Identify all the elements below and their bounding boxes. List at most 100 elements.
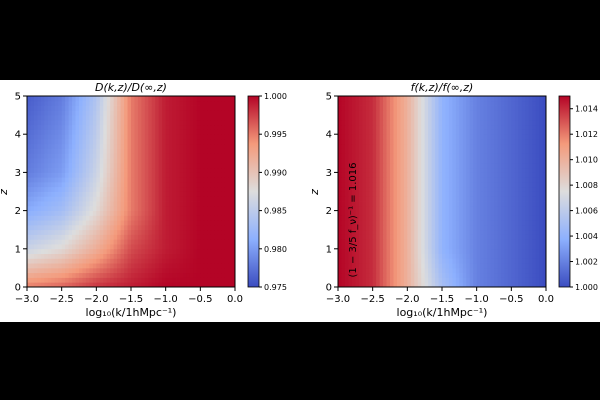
colorbar-tick-label: 1.004 bbox=[575, 232, 598, 241]
heatmap-cell bbox=[124, 129, 128, 135]
heatmap-cell bbox=[40, 153, 45, 159]
heatmap-cell bbox=[358, 148, 363, 154]
heatmap-cell bbox=[365, 191, 370, 197]
heatmap-cell bbox=[47, 134, 52, 140]
heatmap-cell bbox=[473, 282, 478, 288]
heatmap-cell bbox=[532, 134, 536, 140]
heatmap-cell bbox=[217, 96, 222, 102]
heatmap-cell bbox=[210, 248, 215, 254]
heatmap-cell bbox=[127, 153, 132, 159]
heatmap-cell bbox=[148, 177, 153, 183]
heatmap-cell bbox=[410, 138, 415, 145]
heatmap-cell bbox=[131, 220, 135, 226]
heatmap-cell bbox=[358, 186, 363, 192]
heatmap-cell bbox=[110, 234, 115, 240]
heatmap-cell bbox=[511, 267, 516, 274]
heatmap-cell bbox=[68, 138, 73, 145]
heatmap-cell bbox=[124, 119, 128, 126]
heatmap-cell bbox=[158, 282, 163, 288]
heatmap-cell bbox=[193, 100, 198, 106]
heatmap-cell bbox=[110, 115, 115, 121]
heatmap-cell bbox=[431, 263, 436, 269]
heatmap-cell bbox=[525, 210, 530, 216]
heatmap-cell bbox=[82, 167, 87, 173]
heatmap-cell bbox=[183, 143, 187, 149]
heatmap-cell bbox=[103, 282, 108, 288]
heatmap-cell bbox=[75, 115, 80, 121]
heatmap-cell bbox=[424, 129, 429, 135]
heatmap-cell bbox=[113, 248, 118, 254]
x-tick-label: −2.0 bbox=[84, 294, 108, 305]
heatmap-cell bbox=[99, 263, 104, 269]
heatmap-cell bbox=[390, 196, 394, 202]
heatmap-cell bbox=[435, 248, 439, 254]
heatmap-cell bbox=[144, 196, 149, 202]
heatmap-cell bbox=[89, 244, 94, 250]
heatmap-cell bbox=[396, 205, 401, 211]
heatmap-cell bbox=[44, 267, 49, 274]
heatmap-cell bbox=[473, 272, 478, 278]
heatmap-cell bbox=[448, 115, 453, 121]
heatmap-cell bbox=[504, 248, 509, 254]
heatmap-cell bbox=[106, 263, 111, 269]
heatmap-cell bbox=[483, 115, 488, 121]
heatmap-cell bbox=[390, 277, 394, 283]
heatmap-cell bbox=[490, 158, 495, 164]
heatmap-cell bbox=[442, 229, 446, 235]
heatmap-cell bbox=[528, 172, 533, 178]
heatmap-cell bbox=[455, 244, 460, 250]
heatmap-cell bbox=[106, 191, 111, 197]
heatmap-cell bbox=[51, 134, 56, 140]
heatmap-cell bbox=[528, 267, 533, 274]
heatmap-cell bbox=[200, 229, 205, 235]
heatmap-cell bbox=[217, 177, 222, 183]
heatmap-cell bbox=[424, 124, 429, 130]
heatmap-cell bbox=[110, 229, 115, 235]
heatmap-cell bbox=[151, 224, 156, 231]
heatmap-cell bbox=[528, 124, 533, 130]
heatmap-cell bbox=[131, 258, 135, 264]
heatmap-cell bbox=[165, 177, 170, 183]
heatmap-cell bbox=[127, 253, 132, 259]
heatmap-cell bbox=[183, 177, 187, 183]
heatmap-cell bbox=[33, 129, 38, 135]
heatmap-cell bbox=[442, 148, 446, 154]
heatmap-cell bbox=[124, 267, 128, 274]
heatmap-cell bbox=[75, 196, 80, 202]
heatmap-cell bbox=[96, 267, 101, 274]
heatmap-cell bbox=[151, 100, 156, 106]
heatmap-cell bbox=[92, 105, 97, 111]
heatmap-cell bbox=[410, 110, 415, 116]
heatmap-cell bbox=[106, 196, 111, 202]
heatmap-cell bbox=[134, 129, 139, 135]
heatmap-cell bbox=[518, 129, 523, 135]
heatmap-cell bbox=[525, 191, 530, 197]
heatmap-cell bbox=[390, 153, 394, 159]
heatmap-cell bbox=[61, 244, 66, 250]
heatmap-cell bbox=[511, 239, 516, 245]
heatmap-cell bbox=[490, 248, 495, 254]
heatmap-cell bbox=[442, 239, 446, 245]
heatmap-cell bbox=[483, 186, 488, 192]
heatmap-cell bbox=[79, 244, 83, 250]
heatmap-cell bbox=[338, 100, 342, 106]
heatmap-cell bbox=[124, 253, 128, 259]
heatmap-cell bbox=[214, 272, 219, 278]
heatmap-cell bbox=[27, 244, 31, 250]
heatmap-cell bbox=[473, 119, 478, 126]
heatmap-cell bbox=[124, 229, 128, 235]
heatmap-cell bbox=[390, 129, 394, 135]
heatmap-cell bbox=[72, 181, 76, 188]
heatmap-cell bbox=[51, 110, 56, 116]
heatmap-cell bbox=[365, 96, 370, 102]
heatmap-cell bbox=[466, 277, 471, 283]
heatmap-cell bbox=[221, 277, 225, 283]
heatmap-cell bbox=[338, 239, 342, 245]
heatmap-cell bbox=[214, 110, 219, 116]
heatmap-cell bbox=[183, 267, 187, 274]
heatmap-cell bbox=[528, 229, 533, 235]
heatmap-cell bbox=[514, 148, 519, 154]
heatmap-cell bbox=[480, 181, 484, 188]
heatmap-cell bbox=[151, 115, 156, 121]
heatmap-cell bbox=[348, 115, 353, 121]
